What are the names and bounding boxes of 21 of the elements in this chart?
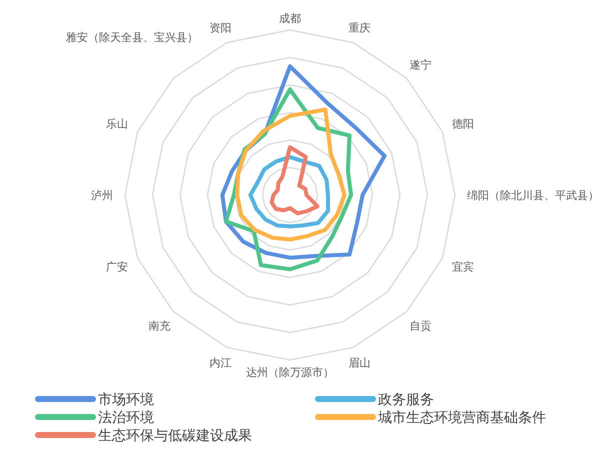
spoke-label: 自贡 bbox=[410, 320, 432, 333]
spoke-label: 眉山 bbox=[348, 356, 370, 370]
legend-label: 政务服务 bbox=[378, 392, 434, 408]
spoke-label: 宜宾 bbox=[452, 260, 474, 274]
spoke-label: 南充 bbox=[148, 320, 170, 333]
spoke-label: 成都 bbox=[279, 12, 301, 25]
spoke-label: 内江 bbox=[210, 356, 232, 370]
spoke-label: 资阳 bbox=[210, 22, 232, 35]
legend-label: 市场环境 bbox=[98, 392, 154, 408]
spoke-label: 德阳 bbox=[452, 117, 474, 130]
spoke-label: 雅安（除天全县、宝兴县） bbox=[66, 30, 198, 44]
spoke-label: 绵阳（除北川县、平武县） bbox=[467, 189, 599, 202]
spoke-label: 遂宁 bbox=[410, 58, 432, 72]
spoke-label: 达州（除万源市） bbox=[246, 366, 334, 379]
spoke-label: 广安 bbox=[106, 260, 128, 274]
legend-label: 法治环境 bbox=[98, 410, 154, 426]
legend-label: 生态环保与低碳建设成果 bbox=[98, 428, 252, 444]
legend-label: 城市生态环境营商基础条件 bbox=[377, 410, 546, 426]
spoke-label: 重庆 bbox=[348, 22, 370, 35]
spoke-label: 泸州 bbox=[91, 189, 113, 202]
spoke-label: 乐山 bbox=[106, 117, 128, 130]
